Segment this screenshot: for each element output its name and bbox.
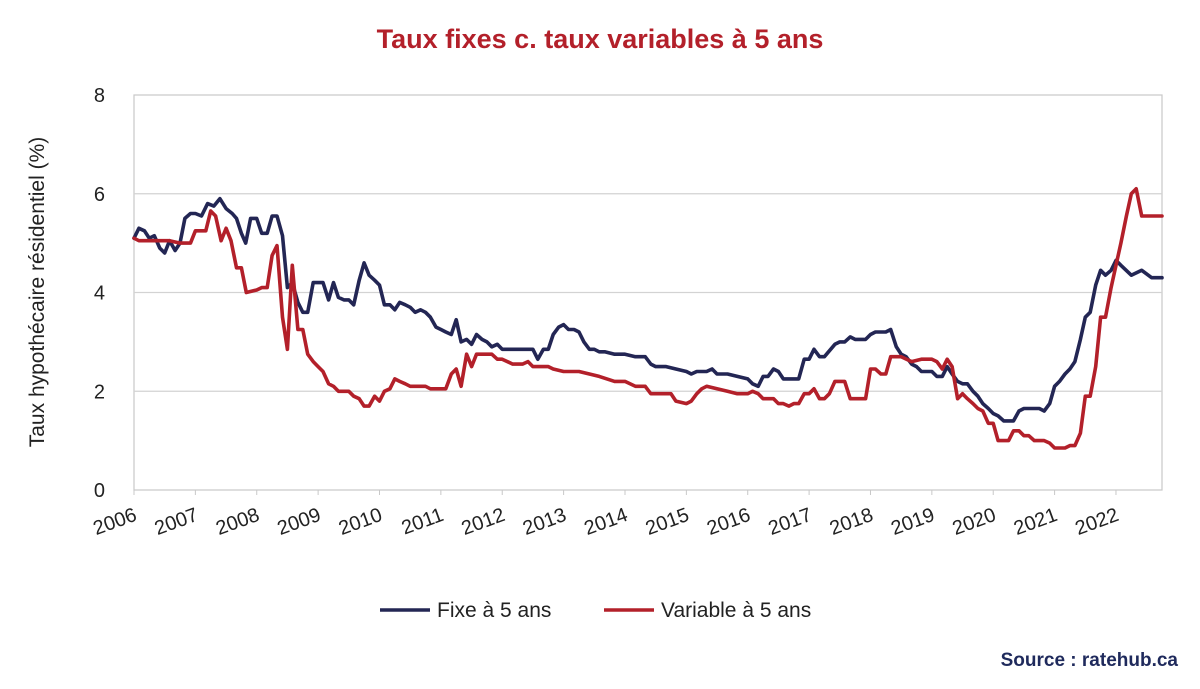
y-tick-label: 4 xyxy=(94,283,105,305)
source-note: Source : ratehub.ca xyxy=(1000,650,1178,671)
series-line-variable xyxy=(132,187,1164,450)
x-tick-label: 2009 xyxy=(274,504,323,540)
x-tick-label: 2011 xyxy=(399,504,447,539)
series-lines xyxy=(132,187,1164,450)
y-tick-label: 6 xyxy=(94,184,105,206)
x-tick-label: 2015 xyxy=(643,504,692,540)
x-tick-label: 2016 xyxy=(704,504,753,540)
y-tick-label: 0 xyxy=(94,480,105,502)
x-tick-label: 2018 xyxy=(827,504,876,540)
y-axis-ticks: 0 2 4 6 8 xyxy=(94,85,105,502)
x-tick-label: 2010 xyxy=(336,504,385,540)
chart-title: Taux fixes c. taux variables à 5 ans xyxy=(376,24,824,54)
gridlines xyxy=(133,94,1163,491)
y-axis-title: Taux hypothécaire résidentiel (%) xyxy=(26,137,49,448)
x-tick-label: 2012 xyxy=(459,504,508,540)
legend-label-variable: Variable à 5 ans xyxy=(661,599,811,622)
legend-label-fixed: Fixe à 5 ans xyxy=(437,599,551,622)
x-tick-label: 2017 xyxy=(765,504,814,540)
y-tick-label: 8 xyxy=(94,85,105,107)
x-tick-label: 2007 xyxy=(152,504,201,540)
x-axis-ticks: 2006 2007 2008 2009 2010 2011 2012 2013 2014 2015… xyxy=(90,490,1122,540)
x-tick-label: 2014 xyxy=(581,504,630,540)
x-tick-label: 2006 xyxy=(90,504,139,540)
x-tick-label: 2020 xyxy=(950,504,999,540)
x-tick-label: 2022 xyxy=(1072,504,1121,540)
series-line-fixed xyxy=(132,196,1164,423)
x-tick-label: 2021 xyxy=(1011,504,1060,540)
x-tick-label: 2008 xyxy=(213,504,262,540)
x-tick-label: 2013 xyxy=(520,504,569,540)
x-tick-label: 2019 xyxy=(888,504,937,540)
y-tick-label: 2 xyxy=(94,381,105,403)
legend: Fixe à 5 ans Variable à 5 ans xyxy=(380,599,811,622)
